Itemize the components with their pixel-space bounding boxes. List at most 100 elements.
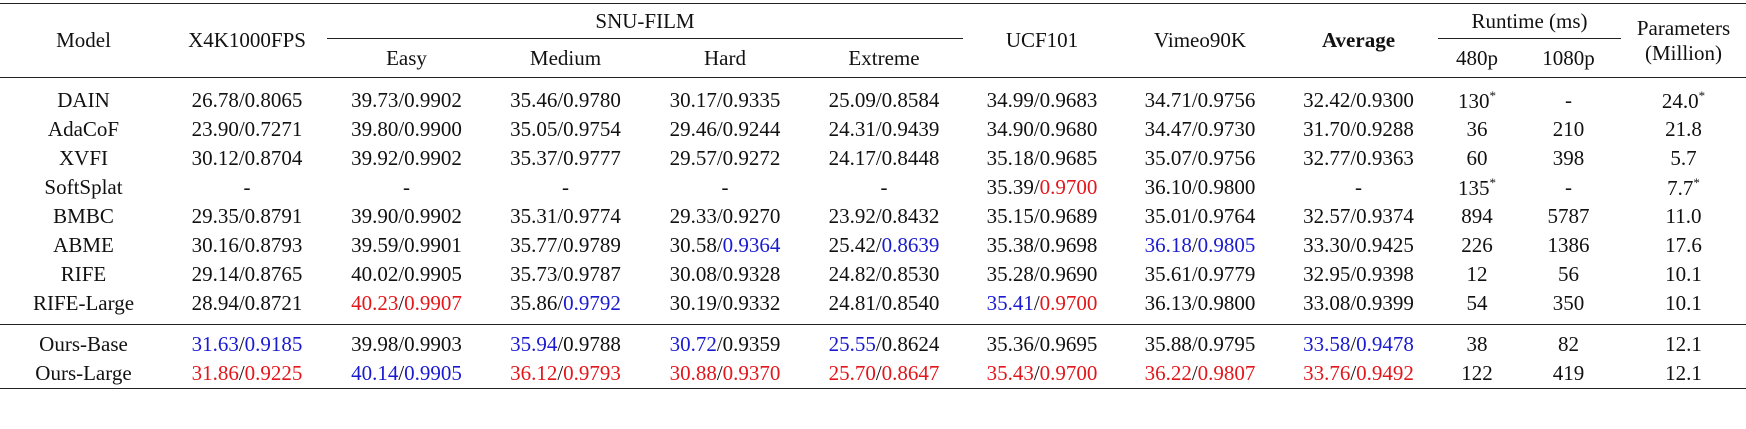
value-cell: 32.95/0.9398 (1279, 260, 1438, 289)
value-cell: 39.73/0.9902 (327, 78, 486, 116)
value-cell: 30.12/0.8704 (167, 144, 327, 173)
highlighted-value: 0.9793 (563, 361, 621, 385)
header-cell: 480p (1456, 45, 1498, 70)
cell-text: 30.19/0.9332 (669, 291, 781, 315)
value-cell: 12 (1438, 260, 1516, 289)
value-cell: 30.08/0.9328 (645, 260, 805, 289)
cell-text: 122 (1461, 361, 1493, 385)
cell-text: 34.47/0.9730 (1144, 117, 1256, 141)
value-cell: 32.57/0.9374 (1279, 202, 1438, 231)
value-cell: 894 (1438, 202, 1516, 231)
cell-text: 7.7 (1667, 175, 1694, 200)
cell-text: 39.92/0.9902 (351, 146, 462, 170)
cell-text: 35.18/0.9685 (986, 146, 1098, 170)
cell-text: 28.94/0.8721 (191, 291, 303, 315)
highlighted-value: 0.9907 (404, 291, 462, 315)
value-cell: 38 (1438, 325, 1516, 360)
cell-text: 35.86/ (510, 291, 564, 315)
cell-text: - (562, 175, 569, 199)
highlighted-value: 33.76 (1303, 361, 1351, 385)
value-cell: - (1516, 173, 1621, 202)
highlighted-value: 36.18 (1144, 233, 1192, 257)
cell-text: 12.1 (1665, 332, 1702, 356)
value-cell: - (327, 173, 486, 202)
cell-text: 34.90/0.9680 (986, 117, 1098, 141)
value-cell: 31.63/0.9185 (167, 325, 327, 360)
model-cell: DAIN (57, 88, 110, 112)
value-cell: 30.19/0.9332 (645, 289, 805, 325)
value-cell: 24.82/0.8530 (805, 260, 963, 289)
cell-text: 5.7 (1670, 146, 1697, 170)
value-cell: 33.30/0.9425 (1279, 231, 1438, 260)
value-cell: 35.07/0.9756 (1121, 144, 1279, 173)
highlighted-value: 0.9370 (722, 361, 781, 385)
cell-text: 38 (1466, 332, 1488, 356)
cell-text: 29.14/0.8765 (191, 262, 303, 286)
cell-text: / (1191, 361, 1198, 385)
cell-text: 29.57/0.9272 (669, 146, 781, 170)
cell-text: 35.15/0.9689 (986, 204, 1098, 228)
value-cell: 39.98/0.9903 (327, 325, 486, 360)
value-cell: 31.86/0.9225 (167, 359, 327, 389)
value-cell: 39.59/0.9901 (327, 231, 486, 260)
highlighted-value: 0.9364 (722, 233, 781, 257)
value-cell: 26.78/0.8065 (167, 78, 327, 116)
cell-text: 23.90/0.7271 (191, 117, 303, 141)
value-cell: 82 (1516, 325, 1621, 360)
cell-text: 10.1 (1665, 262, 1702, 286)
value-cell: 36.10/0.9800 (1121, 173, 1279, 202)
value-cell: 24.0* (1621, 78, 1746, 116)
cell-text: 54 (1466, 291, 1488, 315)
cell-text: - (1565, 175, 1572, 199)
header-line: (Million) (1645, 40, 1723, 65)
table-row: RIFE 29.14/0.8765 40.02/0.9905 35.73/0.9787… (0, 260, 1746, 289)
cell-text: 35.36/0.9695 (986, 332, 1098, 356)
cell-text: /0.9788 (557, 332, 621, 356)
value-cell: 40.23/0.9907 (327, 289, 486, 325)
value-cell: 39.80/0.9900 (327, 115, 486, 144)
value-cell: 122 (1438, 359, 1516, 389)
cell-text: 36 (1466, 117, 1488, 141)
cell-text: 12 (1466, 262, 1488, 286)
footnote-mark: * (1489, 174, 1497, 190)
cell-text: / (875, 361, 882, 385)
value-cell: 35.01/0.9764 (1121, 202, 1279, 231)
value-cell: 30.16/0.8793 (167, 231, 327, 260)
value-cell: 33.08/0.9399 (1279, 289, 1438, 325)
cell-text: 39.59/0.9901 (351, 233, 462, 257)
value-cell: 30.72/0.9359 (645, 325, 805, 360)
header-cell: Runtime (ms) (1438, 3, 1622, 39)
footnote-mark: * (1698, 87, 1706, 103)
cell-text: /0.9359 (716, 332, 781, 356)
value-cell: - (167, 173, 327, 202)
highlighted-value: 0.8639 (881, 233, 940, 257)
cell-text: 35.31/0.9774 (510, 204, 621, 228)
table-row: XVFI 30.12/0.8704 39.92/0.9902 35.37/0.9777… (0, 144, 1746, 173)
highlighted-value: 31.86 (191, 361, 239, 385)
value-cell: 28.94/0.8721 (167, 289, 327, 325)
value-cell: 5.7 (1621, 144, 1746, 173)
cell-text: - (243, 175, 251, 199)
value-cell: - (805, 173, 963, 202)
value-cell: 21.8 (1621, 115, 1746, 144)
cell-text: 25.42/ (828, 233, 882, 257)
cell-text: 26.78/0.8065 (191, 88, 303, 112)
highlighted-value: 36.12 (510, 361, 558, 385)
cell-text: 398 (1552, 146, 1585, 170)
cell-text: 32.57/0.9374 (1303, 204, 1414, 228)
value-cell: 35.86/0.9792 (486, 289, 645, 325)
cell-text: 35.39/ (986, 175, 1040, 199)
header-cell: Vimeo90K (1121, 3, 1279, 78)
value-cell: 35.41/0.9700 (963, 289, 1121, 325)
cell-text: 29.46/0.9244 (669, 117, 781, 141)
header-cell: Medium (529, 45, 602, 70)
table-row: Ours-Large 31.86/0.9225 40.14/0.9905 36.12/… (0, 359, 1746, 389)
cell-text: / (238, 332, 245, 356)
value-cell: 10.1 (1621, 289, 1746, 325)
value-cell: 226 (1438, 231, 1516, 260)
cell-text: - (1565, 88, 1572, 112)
value-cell: 33.58/0.9478 (1279, 325, 1438, 360)
cell-text: / (1350, 332, 1357, 356)
cell-text: 32.42/0.9300 (1303, 88, 1414, 112)
value-cell: 39.90/0.9902 (327, 202, 486, 231)
